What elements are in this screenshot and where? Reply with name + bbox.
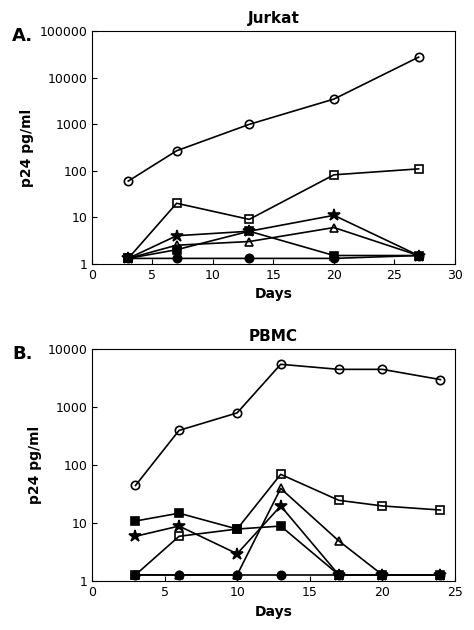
- X-axis label: Days: Days: [255, 287, 292, 301]
- Text: A.: A.: [12, 27, 33, 45]
- Title: PBMC: PBMC: [249, 329, 298, 344]
- Y-axis label: p24 pg/ml: p24 pg/ml: [19, 108, 34, 186]
- X-axis label: Days: Days: [255, 605, 292, 619]
- Y-axis label: p24 pg/ml: p24 pg/ml: [27, 427, 42, 505]
- Text: B.: B.: [12, 345, 33, 363]
- Title: Jurkat: Jurkat: [247, 11, 300, 26]
